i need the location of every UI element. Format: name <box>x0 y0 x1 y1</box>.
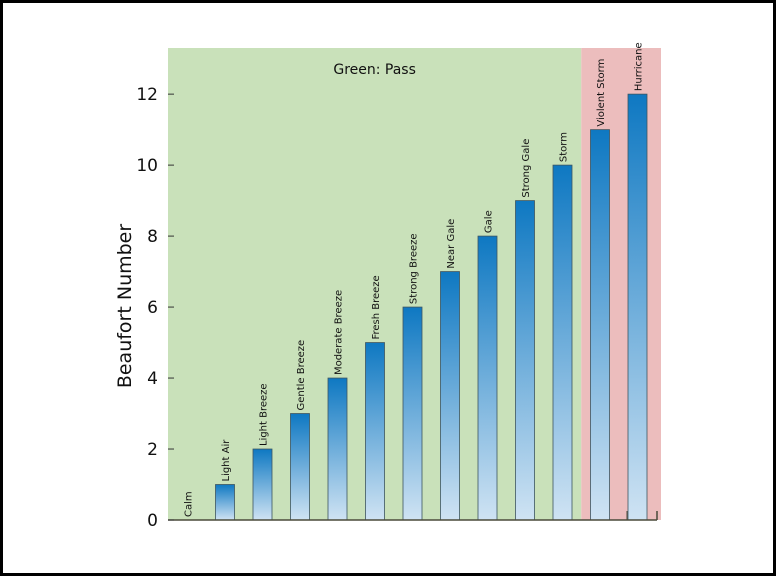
y-tick-label: 12 <box>136 85 158 105</box>
bar-label-11: Violent Storm <box>596 59 607 127</box>
bar-label-7: Near Gale <box>446 219 457 269</box>
y-tick-label: 8 <box>147 227 158 247</box>
y-tick-label: 2 <box>147 440 158 460</box>
y-tick-label: 4 <box>147 369 158 389</box>
bar-label-2: Light Breeze <box>259 383 270 446</box>
region-label: Green: Pass <box>333 62 416 78</box>
bar-label-5: Fresh Breeze <box>371 275 382 339</box>
bar-label-12: Hurricane <box>634 42 645 91</box>
bar-label-9: Strong Gale <box>521 139 532 198</box>
bar-7 <box>440 271 460 521</box>
bar-label-6: Strong Breeze <box>409 233 420 304</box>
bar-2 <box>252 448 273 521</box>
y-tick-label: 6 <box>147 298 158 318</box>
bar-label-0: Calm <box>184 491 195 517</box>
bar-label-3: Gentle Breeze <box>296 340 307 411</box>
y-axis-label: Beaufort Number <box>114 224 136 389</box>
bar-label-4: Moderate Breeze <box>334 290 345 375</box>
bar-label-1: Light Air <box>221 439 232 482</box>
bar-8 <box>477 235 498 521</box>
bar-9 <box>515 200 535 521</box>
bar-6 <box>402 306 423 521</box>
bar-label-10: Storm <box>559 132 570 162</box>
bars: Calm Light Air Light Breeze Gentle Breeze Mo… <box>184 42 648 521</box>
bar-4 <box>327 377 348 521</box>
y-tick-label: 0 <box>147 511 158 531</box>
bar-1 <box>215 484 235 521</box>
axes: 0 2 4 6 8 10 12 <box>136 85 658 531</box>
y-tick-label: 10 <box>136 156 158 176</box>
bar-5 <box>365 342 385 521</box>
bar-12 <box>627 93 648 521</box>
bar-3 <box>290 413 310 521</box>
bar-label-8: Gale <box>484 210 495 233</box>
bar-11 <box>590 129 610 521</box>
bar-10 <box>552 164 573 521</box>
